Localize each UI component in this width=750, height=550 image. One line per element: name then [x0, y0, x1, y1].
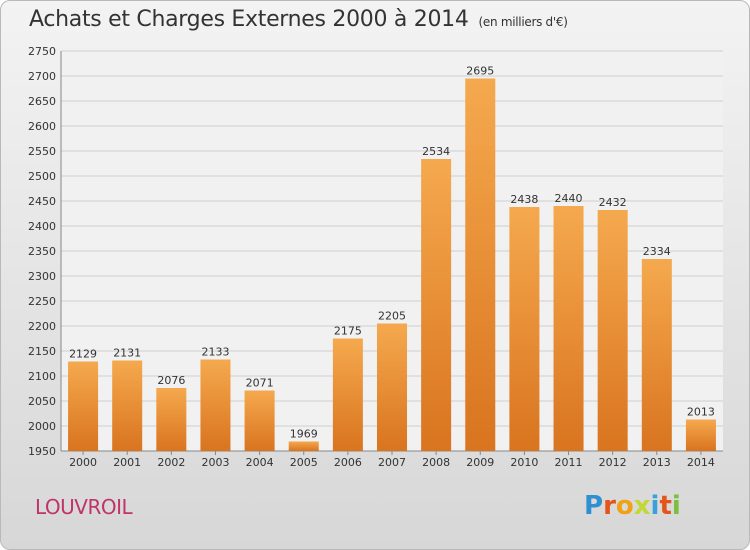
bar-2002	[156, 388, 187, 451]
value-label-2011: 2440	[555, 192, 583, 205]
brand-logo-letter: o	[615, 491, 634, 521]
chart-title-text: Achats et Charges Externes 2000 à 2014	[29, 7, 469, 32]
y-tick-label: 2750	[28, 45, 56, 58]
value-label-2003: 2133	[201, 346, 229, 359]
value-label-2007: 2205	[378, 310, 406, 323]
bar-2001	[112, 360, 143, 451]
x-tick-label-2011: 2011	[555, 456, 583, 469]
value-labels: 2129 2131 2076 2133 2071 1969 2175 2205 2534 2695…	[69, 65, 715, 441]
brand-logo-letter: i	[671, 491, 681, 521]
value-label-2004: 2071	[246, 377, 274, 390]
bar-2009	[465, 78, 496, 451]
y-tick-label: 2000	[28, 420, 56, 433]
location-label: LOUVROIL	[35, 495, 133, 519]
bar-2010	[509, 207, 540, 451]
x-tick-label-2005: 2005	[290, 456, 318, 469]
y-tick-label: 2450	[28, 195, 56, 208]
value-label-2014: 2013	[687, 406, 715, 419]
brand-logo-letter: t	[659, 491, 672, 521]
y-tick-label: 2100	[28, 370, 56, 383]
chart-title: Achats et Charges Externes 2000 à 2014 (e…	[29, 7, 568, 32]
y-tick-label: 2050	[28, 395, 56, 408]
value-label-2009: 2695	[466, 65, 494, 78]
bar-2003	[200, 359, 231, 451]
x-tick-label-2006: 2006	[334, 456, 362, 469]
value-label-2006: 2175	[334, 325, 362, 338]
bars	[68, 78, 716, 451]
value-label-2008: 2534	[422, 145, 450, 158]
x-tick-label-2004: 2004	[246, 456, 274, 469]
y-tick-label: 2350	[28, 245, 56, 258]
x-tick-label-2013: 2013	[643, 456, 671, 469]
value-label-2002: 2076	[157, 374, 185, 387]
x-tick-label-2014: 2014	[687, 456, 715, 469]
y-tick-label: 2200	[28, 320, 56, 333]
bar-2014	[685, 419, 716, 451]
bar-2000	[68, 361, 99, 451]
brand-logo-letter: P	[584, 491, 604, 521]
value-label-2001: 2131	[113, 347, 141, 360]
x-tick-label-2002: 2002	[157, 456, 185, 469]
chart-subtitle: (en milliers d'€)	[478, 15, 568, 29]
brand-logo-letter: r	[603, 491, 616, 521]
y-tick-label: 2500	[28, 170, 56, 183]
x-tick-label-2008: 2008	[422, 456, 450, 469]
y-tick-label: 2700	[28, 70, 56, 83]
bar-2006	[332, 338, 363, 451]
brand-logo-letter: i	[650, 491, 660, 521]
x-tick-label-2003: 2003	[201, 456, 229, 469]
brand-logo: Proxiti	[584, 491, 681, 521]
x-tick-label-2010: 2010	[510, 456, 538, 469]
bar-2005	[288, 441, 319, 451]
y-tick-label: 2650	[28, 95, 56, 108]
bar-2013	[641, 259, 672, 451]
value-label-2000: 2129	[69, 348, 97, 361]
y-tick-label: 2250	[28, 295, 56, 308]
bar-2011	[553, 206, 584, 451]
y-tick-label: 1950	[28, 445, 56, 458]
value-label-2012: 2432	[599, 196, 627, 209]
y-axis-ticks: 1950 2000 2050 2100 2150 2200 2250 2300 2350 2400…	[28, 45, 56, 458]
y-tick-label: 2400	[28, 220, 56, 233]
bar-2007	[376, 323, 408, 451]
y-tick-label: 2600	[28, 120, 56, 133]
bar-2004	[244, 390, 275, 451]
x-tick-label-2009: 2009	[466, 456, 494, 469]
x-tick-label-2000: 2000	[69, 456, 97, 469]
value-label-2005: 1969	[290, 428, 318, 441]
brand-logo-letter: x	[633, 491, 651, 521]
y-tick-label: 2300	[28, 270, 56, 283]
value-label-2013: 2334	[643, 245, 671, 258]
bar-2012	[597, 210, 628, 451]
x-tick-label-2001: 2001	[113, 456, 141, 469]
y-tick-label: 2550	[28, 145, 56, 158]
x-axis-ticks: 2000 2001 2002 2003 2004 2005 2006 2007 2008 2009…	[69, 451, 715, 469]
x-tick-label-2007: 2007	[378, 456, 406, 469]
value-label-2010: 2438	[510, 193, 538, 206]
bar-2008	[421, 159, 452, 451]
x-tick-label-2012: 2012	[599, 456, 627, 469]
y-tick-label: 2150	[28, 345, 56, 358]
